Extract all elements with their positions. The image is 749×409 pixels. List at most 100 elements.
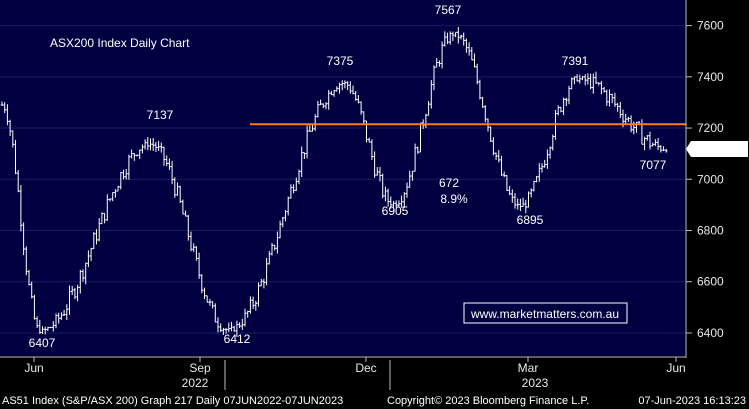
ohlc-bar	[392, 201, 395, 210]
ohlc-bar	[497, 149, 501, 163]
ohlc-bar	[502, 171, 506, 178]
ohlc-bar	[529, 188, 533, 198]
ohlc-bar	[343, 80, 347, 89]
ohlc-bar	[308, 125, 312, 132]
annotations: 7137 6407 6412 7375 6905 7567 6895 7391 7077 672 8…	[29, 3, 667, 350]
ohlc-bar	[543, 159, 546, 168]
ohlc-bar	[489, 126, 492, 143]
ohlc-bar	[465, 38, 468, 53]
ohlc-bar	[251, 296, 255, 310]
watermark-text: www.marketmatters.com.au	[470, 307, 619, 321]
ohlc-bar	[289, 184, 293, 199]
ohlc-bar	[346, 81, 349, 91]
ohlc-bar	[257, 282, 260, 307]
ohlc-bar	[203, 287, 206, 300]
ohlc-bar	[457, 27, 460, 44]
ohlc-bar	[141, 144, 144, 154]
last-value-tag	[686, 141, 748, 158]
ohlc-bar	[659, 144, 663, 153]
ohlc-bar	[52, 321, 55, 332]
ohlc-bar	[22, 222, 25, 256]
ohlc-bar	[594, 71, 598, 84]
x-year-label-1: 2023	[522, 376, 549, 390]
footer-right: 07-Jun-2023 16:13:23	[638, 395, 746, 407]
ohlc-bar	[106, 194, 109, 221]
ohlc-bar	[189, 231, 193, 252]
gridlines	[0, 25, 685, 334]
ohlc-bar	[475, 63, 479, 85]
ohlc-bar	[268, 251, 271, 265]
ohlc-bar	[648, 131, 652, 150]
ohlc-bar	[578, 74, 582, 84]
ohlc-bar	[610, 93, 614, 104]
ohlc-bar	[559, 106, 563, 113]
ohlc-bar	[95, 229, 98, 245]
ohlc-bar	[100, 212, 104, 225]
ohlc-bar	[219, 323, 222, 333]
annotation-7137: 7137	[147, 108, 174, 122]
ohlc-bar	[481, 96, 484, 108]
ohlc-bar	[500, 155, 503, 176]
ohlc-bar	[538, 163, 541, 182]
ohlc-bar	[651, 142, 654, 147]
ohlc-bar	[192, 243, 195, 252]
ohlc-bar	[68, 285, 71, 315]
ohlc-bar	[349, 81, 352, 94]
annotation-672: 672	[439, 176, 459, 190]
ohlc-bar	[562, 97, 565, 116]
ohlc-bar	[467, 42, 471, 56]
plot-area	[0, 0, 685, 356]
ohlc-bar	[3, 102, 6, 114]
ohlc-bar	[313, 114, 317, 131]
ohlc-bar	[124, 168, 128, 180]
ohlc-bar	[33, 294, 36, 320]
ohlc-bar	[138, 149, 141, 160]
ohlc-bar	[330, 91, 333, 96]
ohlc-bar	[43, 326, 47, 335]
ohlc-bar	[178, 185, 182, 203]
footer: AS51 Index (S&P/ASX 200) Graph 217 Daily…	[2, 395, 746, 407]
ohlc-bar	[200, 274, 204, 294]
ohlc-bar	[57, 312, 60, 324]
ohlc-bar	[116, 185, 120, 192]
ohlc-bar	[222, 327, 225, 336]
ohlc-bar	[446, 32, 449, 45]
ohlc-bar	[243, 308, 247, 327]
ohlc-bar	[381, 173, 384, 199]
ohlc-bar	[278, 220, 282, 239]
annotation-7391: 7391	[562, 54, 589, 68]
ohlc-bar	[89, 247, 93, 262]
ohlc-bar	[492, 137, 495, 156]
ohlc-bar	[583, 74, 587, 86]
ohlc-bar	[389, 196, 393, 209]
ohlc-bar	[157, 140, 160, 151]
ohlc-bar	[8, 119, 12, 137]
support-line-layer: 7118.000	[250, 123, 748, 158]
ohlc-bar	[16, 170, 20, 193]
ohlc-bar	[592, 73, 595, 94]
ohlc-bar	[254, 300, 258, 311]
ohlc-bar	[227, 322, 231, 333]
ohlc-bar	[513, 193, 517, 209]
ohlc-bar	[208, 299, 212, 306]
ohlc-bar	[224, 327, 228, 334]
ohlc-bar	[570, 77, 573, 90]
ohlc-bar	[505, 175, 509, 192]
ohlc-bar	[214, 303, 217, 323]
ohlc-bar	[30, 281, 33, 299]
ohlc-bar	[664, 148, 668, 153]
annotation-6407: 6407	[29, 336, 56, 350]
x-month-label-3: Mar	[518, 361, 539, 375]
ohlc-bar	[62, 309, 66, 316]
ohlc-bar	[335, 86, 339, 92]
ohlc-bar	[521, 197, 525, 207]
ohlc-bar	[351, 85, 355, 95]
ohlc-bar	[340, 80, 344, 91]
annotation-6905: 6905	[382, 204, 409, 218]
ohlc-bar	[133, 153, 136, 161]
ohlc-bar	[146, 136, 150, 151]
ohlc-bar	[494, 152, 498, 160]
ohlc-bar	[438, 60, 441, 67]
ohlc-bar	[54, 313, 58, 329]
ohlc-bar	[403, 192, 406, 208]
